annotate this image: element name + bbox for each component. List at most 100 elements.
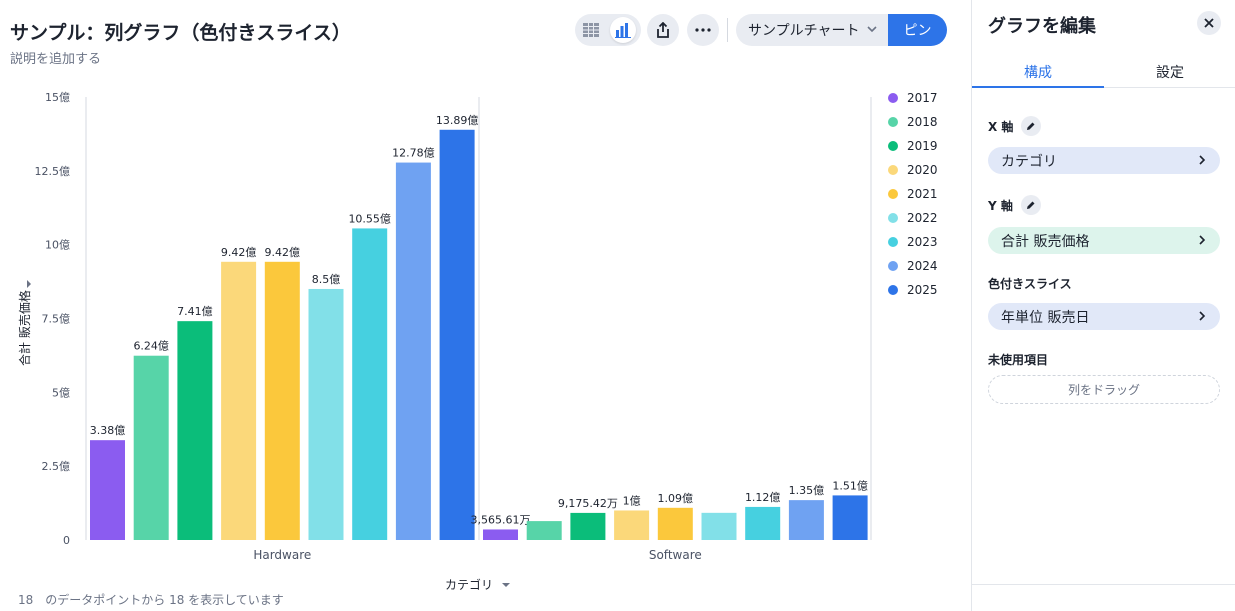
bar (264, 261, 300, 540)
close-panel-button[interactable] (1197, 11, 1221, 35)
bar (832, 495, 868, 540)
bar (614, 510, 650, 540)
y-axis-section: Y 軸 (988, 195, 1041, 215)
legend-swatch (888, 213, 898, 223)
legend-label: 2021 (907, 187, 938, 201)
data-label: 1.35億 (789, 484, 825, 497)
legend-swatch (888, 285, 898, 295)
bar (439, 129, 475, 541)
tab-configure[interactable]: 構成 (972, 62, 1104, 88)
more-icon (695, 28, 711, 32)
x-tick-label: Hardware (253, 548, 311, 562)
more-button[interactable] (687, 14, 719, 46)
y-tick-label: 7.5億 (42, 313, 71, 326)
x-axis-section: X 軸 (988, 116, 1042, 136)
share-button[interactable] (647, 14, 679, 46)
bar (395, 162, 431, 540)
y-tick-label: 10億 (45, 239, 70, 252)
unused-items-label: 未使用項目 (988, 353, 1049, 367)
caret-down-icon (501, 583, 510, 587)
bar (657, 507, 693, 540)
legend-item[interactable]: 2025 (888, 278, 938, 302)
legend-item[interactable]: 2018 (888, 110, 938, 134)
table-icon (583, 23, 599, 37)
chevron-down-icon (27, 280, 31, 288)
y-axis-column-pill[interactable]: 合計 販売価格 (988, 227, 1220, 254)
bar (483, 529, 518, 540)
pencil-icon (1027, 122, 1035, 130)
data-label: 9,175.42万 (558, 497, 618, 510)
data-label: 6.24億 (133, 340, 169, 353)
chart-view-button[interactable] (610, 17, 636, 43)
data-label: 12.78億 (392, 147, 435, 160)
legend-label: 2020 (907, 163, 938, 177)
column-drop-zone[interactable]: 列をドラッグ (988, 375, 1220, 404)
legend-item[interactable]: 2019 (888, 134, 938, 158)
color-slice-section-label: 色付きスライス (988, 277, 1072, 291)
color-slice-column-name: 年単位 販売日 (1001, 309, 1090, 326)
bar (221, 261, 257, 540)
bar (745, 506, 781, 540)
x-axis-column-name: カテゴリ (1001, 153, 1057, 170)
share-icon (657, 22, 669, 38)
edit-x-axis-button[interactable] (1021, 116, 1042, 136)
tab-settings[interactable]: 設定 (1156, 65, 1184, 81)
close-icon (1204, 18, 1214, 28)
legend-swatch (888, 165, 898, 175)
legend-label: 2017 (907, 91, 938, 105)
panel-title: グラフを編集 (988, 16, 1096, 37)
bar (177, 321, 213, 540)
color-slice-column-pill[interactable]: 年単位 販売日 (988, 303, 1220, 330)
description-link[interactable]: 説明を追加する (10, 52, 102, 67)
data-label: 9.42億 (221, 246, 257, 259)
x-axis-column-pill[interactable]: カテゴリ (988, 147, 1220, 174)
y-tick-label: 5億 (52, 386, 70, 399)
y-tick-label: 0 (63, 534, 70, 547)
chevron-right-icon (1199, 235, 1206, 245)
legend-swatch (888, 189, 898, 199)
chart-select-dropdown[interactable]: サンプルチャート (736, 14, 888, 46)
datapoint-count: 18 のデータポイントから 18 を表示しています (18, 593, 284, 607)
data-label: 3,565.61万 (471, 513, 531, 526)
pin-button[interactable]: ピン (888, 14, 947, 46)
data-label: 1.12億 (745, 491, 781, 504)
legend-swatch (888, 237, 898, 247)
legend-label: 2018 (907, 115, 938, 129)
legend-item[interactable]: 2020 (888, 158, 938, 182)
y-axis-section-label: Y 軸 (988, 198, 1013, 213)
y-tick-label: 15億 (45, 91, 70, 104)
bar (352, 228, 388, 540)
bar-chart-icon (615, 23, 631, 38)
bar (308, 288, 344, 540)
legend-item[interactable]: 2017 (888, 86, 938, 110)
bar (570, 512, 606, 540)
edit-chart-panel: グラフを編集 構成 設定 X 軸 カテゴリ Y 軸 合計 販売価格 (971, 0, 1235, 611)
legend-swatch (888, 141, 898, 151)
bar (133, 355, 169, 540)
table-view-button[interactable] (578, 17, 604, 43)
legend-label: 2024 (907, 259, 938, 273)
y-tick-label: 2.5億 (42, 460, 71, 473)
edit-y-axis-button[interactable] (1020, 195, 1041, 215)
bar (788, 500, 824, 540)
legend-swatch (888, 117, 898, 127)
x-axis-section-label: X 軸 (988, 119, 1014, 134)
pencil-icon (1026, 201, 1035, 209)
data-label: 8.5億 (312, 273, 341, 286)
legend-item[interactable]: 2024 (888, 254, 938, 278)
y-tick-label: 12.5億 (35, 165, 71, 178)
data-label: 7.41億 (177, 305, 213, 318)
legend-item[interactable]: 2021 (888, 182, 938, 206)
data-label: 13.89億 (436, 114, 479, 127)
legend-item[interactable]: 2023 (888, 230, 938, 254)
legend-item[interactable]: 2022 (888, 206, 938, 230)
x-axis-label-button[interactable]: カテゴリ (445, 576, 511, 593)
column-chart: 0 2.5億 5億 7.5億 10億 12.5億 15億 3.38億 6.24億 7.41億 9.4… (35, 91, 872, 562)
chart-legend: 2017 2018 2019 2020 2021 2022 2023 2024 2025 (888, 86, 938, 302)
panel-footer-divider (972, 584, 1235, 585)
y-axis-label-button[interactable]: 合計 販売価格 (14, 280, 34, 370)
chevron-right-icon (1199, 155, 1206, 165)
page-title: サンプル：列グラフ（色付きスライス） (10, 22, 351, 44)
bar (526, 521, 562, 540)
chevron-down-icon (867, 26, 877, 33)
